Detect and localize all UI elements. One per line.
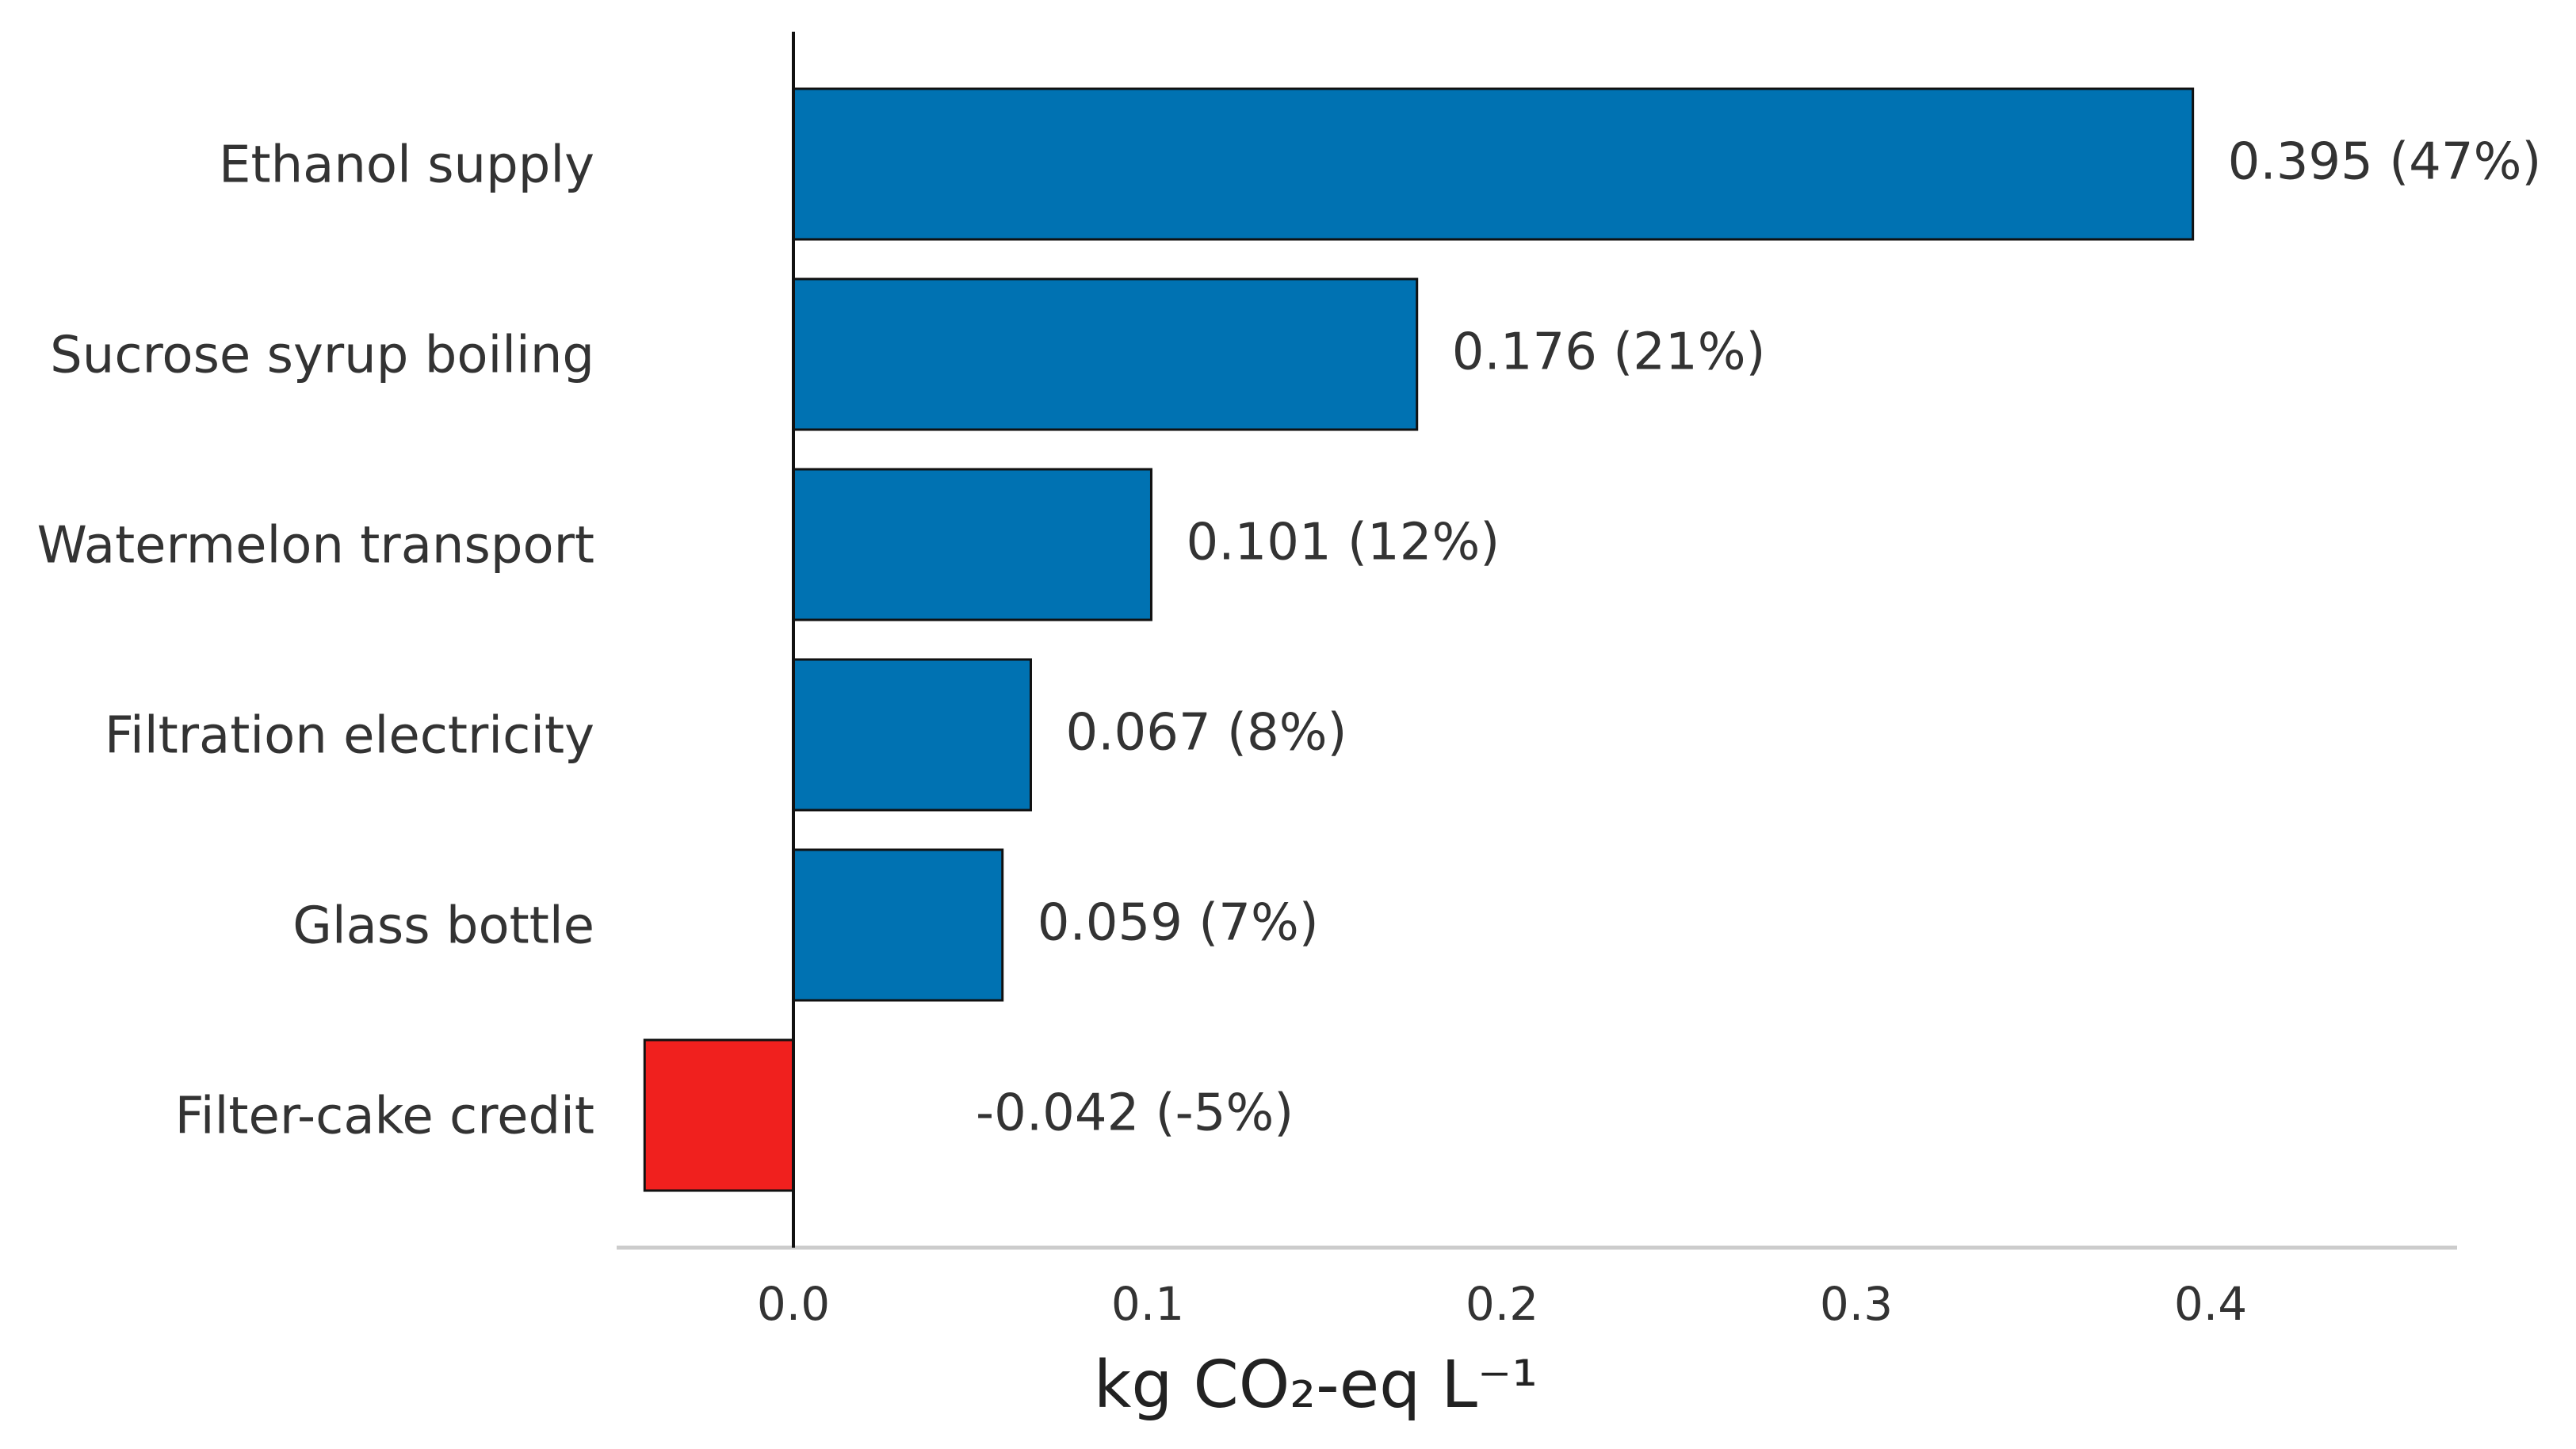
value-label-5: 0.059 (7%) (1038, 893, 1319, 952)
x-tick-label-1: 0.0 (757, 1277, 830, 1331)
x-tick-label-3: 0.2 (1466, 1277, 1538, 1331)
x-tick-label-2: 0.1 (1111, 1277, 1184, 1331)
category-label-4: Filtration electricity (105, 706, 594, 765)
value-label-1: 0.395 (47%) (2228, 132, 2542, 191)
bar-3 (792, 468, 1152, 621)
category-label-2: Sucrose syrup boiling (50, 326, 594, 384)
bar-4 (792, 658, 1032, 812)
value-label-3: 0.101 (12%) (1186, 513, 1500, 572)
value-label-2: 0.176 (21%) (1452, 323, 1766, 381)
labels-layer: Ethanol supply 0.395 (47%) Sucrose syrup b… (37, 132, 2542, 1145)
bar-2 (792, 277, 1419, 431)
category-label-6: Filter-cake credit (175, 1087, 594, 1145)
x-ticks-layer: 0.0 0.1 0.2 0.3 0.4 (757, 1277, 2247, 1331)
bars-layer (643, 87, 2195, 1192)
x-axis-title: kg CO₂-eq L⁻¹ (1094, 1348, 1538, 1423)
value-label-6: -0.042 (-5%) (976, 1084, 1294, 1142)
category-label-5: Glass bottle (292, 897, 594, 955)
category-label-1: Ethanol supply (219, 136, 594, 194)
bar-1 (792, 87, 2195, 241)
bar-6 (643, 1038, 795, 1192)
bar-5 (792, 848, 1004, 1002)
x-tick-label-4: 0.3 (1820, 1277, 1893, 1331)
value-label-4: 0.067 (8%) (1065, 703, 1347, 762)
x-tick-label-5: 0.4 (2174, 1277, 2247, 1331)
category-label-3: Watermelon transport (37, 516, 594, 575)
